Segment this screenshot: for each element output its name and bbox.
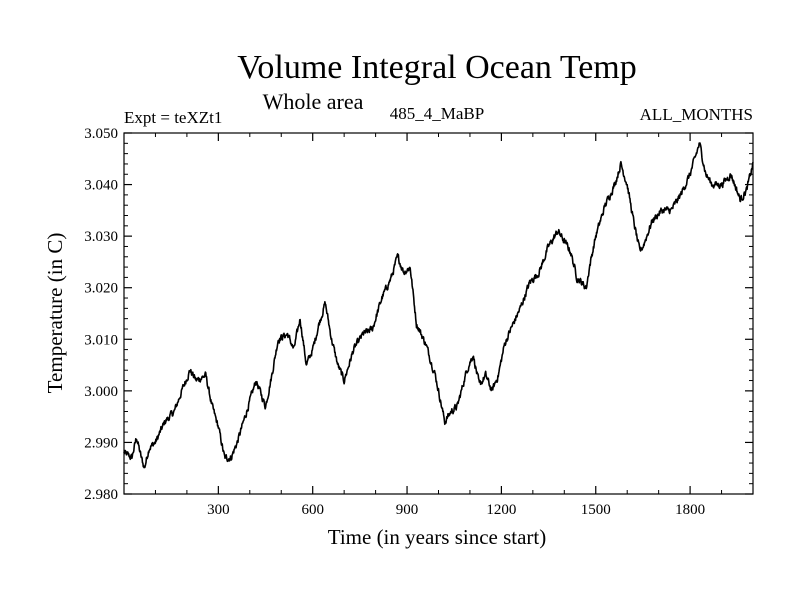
y-tick-label: 3.010 xyxy=(84,332,118,348)
x-tick-label: 1500 xyxy=(581,502,611,518)
x-axis: 300 600 900 1200 1500 1800 xyxy=(154,133,723,518)
chart-subtitle: Whole area xyxy=(263,89,364,114)
x-tick-label: 1200 xyxy=(486,502,516,518)
x-tick-label: 300 xyxy=(207,502,230,518)
y-tick-label: 3.030 xyxy=(84,229,118,245)
y-axis-label: Temperature (in C) xyxy=(43,233,67,394)
y-tick-label: 3.040 xyxy=(84,178,118,194)
experiment-label: Expt = teXZt1 xyxy=(124,108,222,127)
y-tick-label: 3.000 xyxy=(84,384,118,400)
series-line xyxy=(123,142,754,469)
x-axis-label: Time (in years since start) xyxy=(328,525,547,549)
chart-title: Volume Integral Ocean Temp xyxy=(237,49,637,86)
x-tick-label: 600 xyxy=(301,502,324,518)
y-tick-label: 2.980 xyxy=(84,487,118,503)
run-label: 485_4_MaBP xyxy=(390,104,484,123)
x-tick-label: 1800 xyxy=(675,502,705,518)
plot-frame xyxy=(123,132,754,495)
x-tick-label: 900 xyxy=(396,502,419,518)
y-axis: 2.980 2.990 3.000 3.010 3.020 3.030 3.040 3.050 xyxy=(84,126,753,503)
y-tick-label: 3.020 xyxy=(84,281,118,297)
y-tick-label: 3.050 xyxy=(84,126,118,142)
months-label: ALL_MONTHS xyxy=(640,105,753,124)
y-tick-label: 2.990 xyxy=(84,435,118,451)
